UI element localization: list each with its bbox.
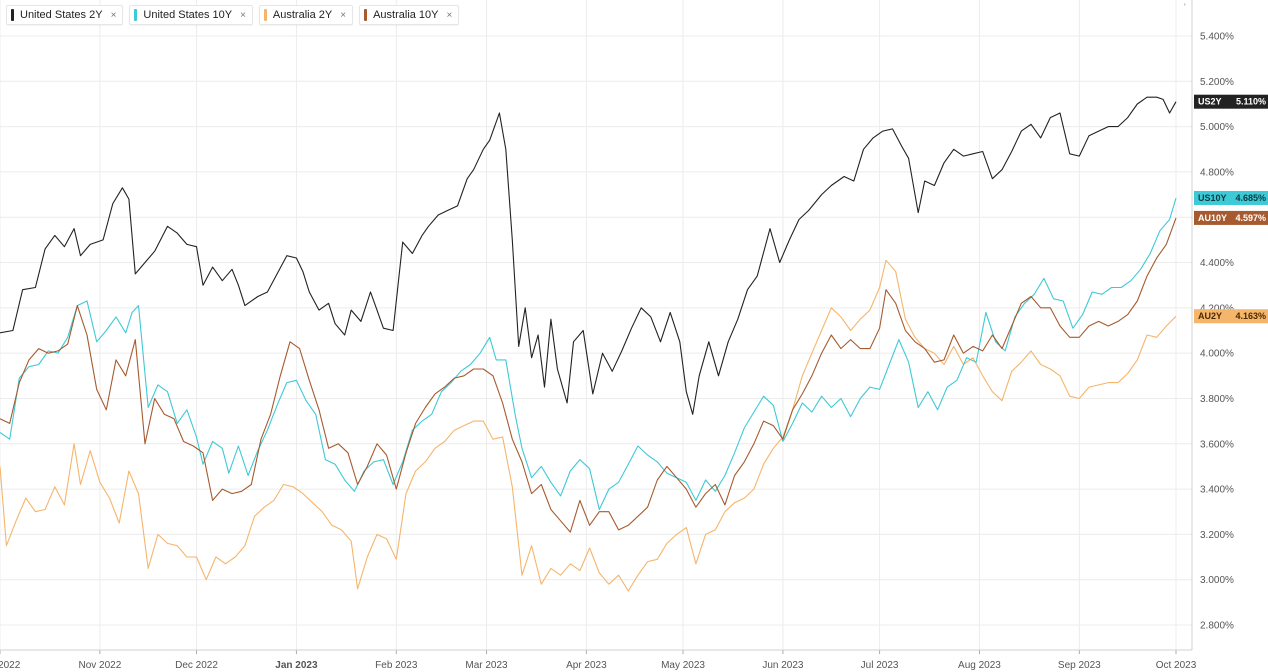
y-tick-label: 3.200% <box>1200 530 1234 541</box>
x-tick-label: Sep 2023 <box>1058 660 1101 671</box>
legend: United States 2Y × United States 10Y × A… <box>6 5 460 25</box>
corner-mark: ' <box>1184 2 1186 12</box>
value-tag-value-au10y: 4.597% <box>1235 213 1266 223</box>
value-tag-value-au2y: 4.163% <box>1235 311 1266 321</box>
legend-label-au2y: Australia 2Y <box>272 9 333 21</box>
series-line-au2y[interactable] <box>0 259 1177 592</box>
value-tag-value-us10y: 4.685% <box>1235 193 1266 203</box>
value-tag-au2y <box>1194 309 1268 324</box>
legend-chip-us2y[interactable]: United States 2Y × <box>6 5 124 25</box>
x-tick-label: Oct 2022 <box>0 660 21 671</box>
legend-swatch-au10y <box>364 9 368 21</box>
value-tag-au10y <box>1194 210 1268 225</box>
y-tick-label: 4.800% <box>1200 167 1234 178</box>
x-tick-label: Mar 2023 <box>465 660 508 671</box>
y-tick-label: 3.600% <box>1200 439 1234 450</box>
y-tick-label: 5.200% <box>1200 77 1234 88</box>
legend-swatch-us10y <box>134 9 138 21</box>
y-tick-label: 5.400% <box>1200 32 1234 43</box>
series-line-au10y[interactable] <box>0 217 1177 533</box>
x-tick-label: Jan 2023 <box>275 660 318 671</box>
close-icon[interactable]: × <box>340 9 347 21</box>
x-tick-label: Oct 2023 <box>1156 660 1197 671</box>
value-tag-us2y <box>1194 94 1268 109</box>
x-tick-label: Feb 2023 <box>375 660 418 671</box>
legend-label-us10y: United States 10Y <box>143 9 233 21</box>
y-tick-label: 3.800% <box>1200 394 1234 405</box>
value-tag-name-au2y: AU2Y <box>1198 311 1222 321</box>
legend-chip-us10y[interactable]: United States 10Y × <box>129 5 253 25</box>
x-tick-label: Dec 2022 <box>175 660 218 671</box>
legend-chip-au2y[interactable]: Australia 2Y × <box>258 5 354 25</box>
x-tick-label: Jul 2023 <box>861 660 899 671</box>
y-tick-label: 4.200% <box>1200 303 1234 314</box>
y-tick-label: 4.400% <box>1200 258 1234 269</box>
legend-label-us2y: United States 2Y <box>20 9 103 21</box>
series-line-us10y[interactable] <box>0 197 1177 511</box>
close-icon[interactable]: × <box>446 9 453 21</box>
y-tick-label: 2.800% <box>1200 621 1234 632</box>
x-tick-label: Nov 2022 <box>78 660 121 671</box>
y-tick-label: 3.000% <box>1200 575 1234 586</box>
value-tag-name-us10y: US10Y <box>1198 193 1227 203</box>
y-tick-label: 4.000% <box>1200 349 1234 360</box>
value-tag-name-us2y: US2Y <box>1198 97 1222 107</box>
legend-chip-au10y[interactable]: Australia 10Y × <box>359 5 460 25</box>
close-icon[interactable]: × <box>240 9 246 21</box>
x-tick-label: Apr 2023 <box>566 660 607 671</box>
close-icon[interactable]: × <box>110 9 117 21</box>
x-tick-label: Aug 2023 <box>958 660 1001 671</box>
y-tick-label: 5.000% <box>1200 122 1234 133</box>
value-tag-us10y <box>1194 190 1268 205</box>
value-tag-value-us2y: 5.110% <box>1236 97 1266 107</box>
legend-swatch-au2y <box>263 9 267 21</box>
legend-label-au10y: Australia 10Y <box>373 9 439 21</box>
series-line-us2y[interactable] <box>0 96 1177 415</box>
x-tick-label: Jun 2023 <box>762 660 804 671</box>
value-tag-name-au10y: AU10Y <box>1198 213 1227 223</box>
legend-swatch-us2y <box>11 9 14 21</box>
x-tick-label: May 2023 <box>661 660 705 671</box>
y-tick-label: 3.400% <box>1200 485 1234 496</box>
